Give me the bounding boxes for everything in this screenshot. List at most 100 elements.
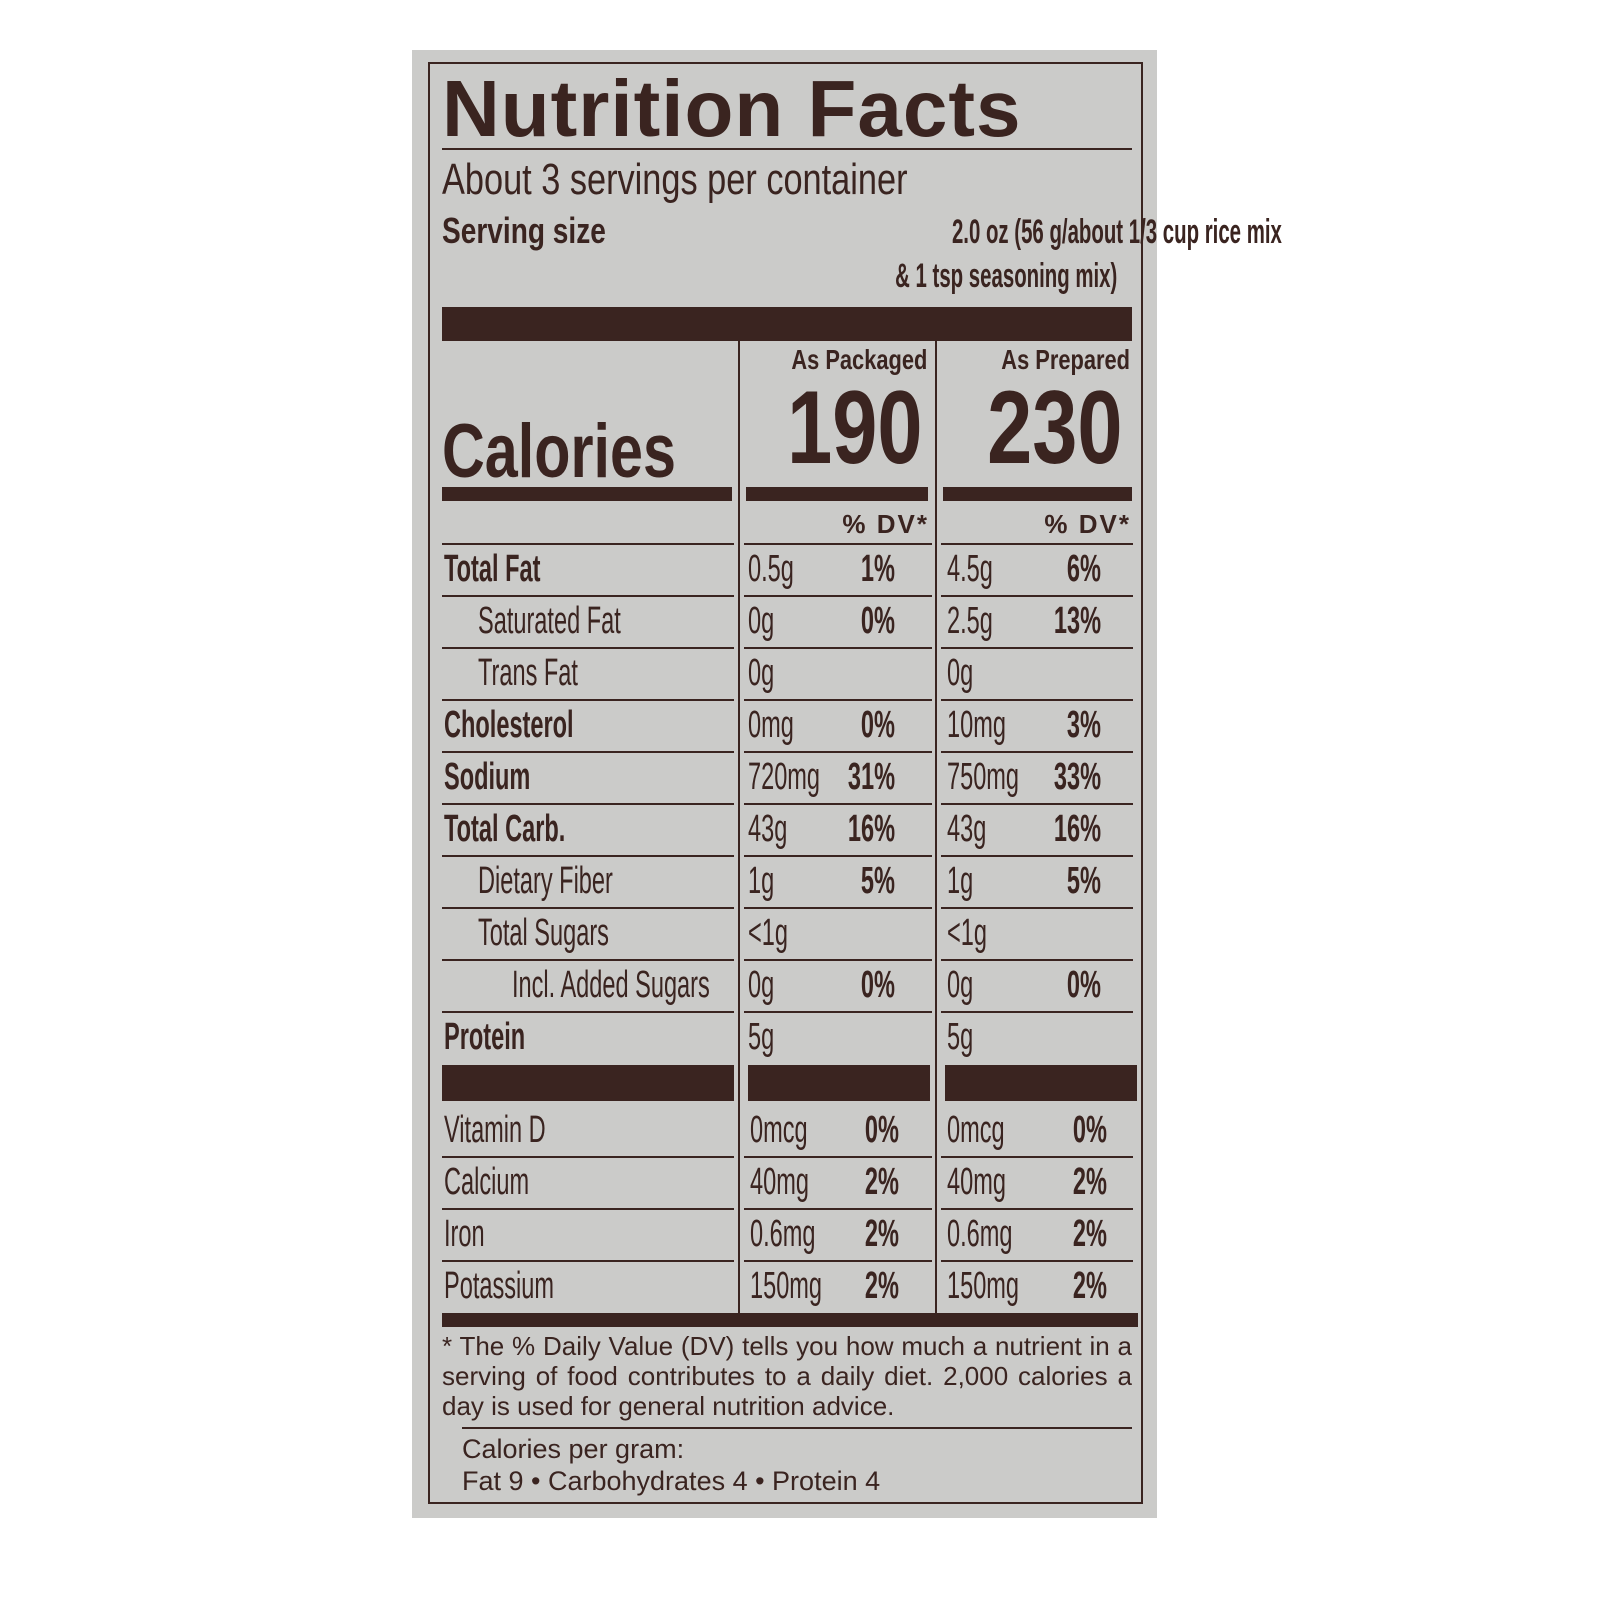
packaged-amount-text: 0mg <box>748 704 794 746</box>
prepared-dv: 6% <box>1046 549 1101 589</box>
nutrient-name: Cholesterol <box>444 705 653 745</box>
packaged-dv: 2% <box>844 1162 899 1202</box>
footnote-rule <box>462 1427 1132 1429</box>
prepared-amount-text: 10mg <box>947 704 1006 746</box>
row-rule-label <box>442 803 734 805</box>
row-rule-packaged <box>744 595 932 597</box>
prepared-amount-text: 2.5g <box>947 600 993 642</box>
nutrient-name-text: Total Fat <box>444 548 541 590</box>
row-rule-label <box>442 1208 734 1210</box>
prepared-amount: 2.5g <box>947 601 1021 641</box>
row-rule-packaged <box>744 543 932 545</box>
nutrient-row: Total Fat 0.5g 1% 4.5g 6% <box>412 543 1133 595</box>
nutrient-row: Iron 0.6mg 2% 0.6mg 2% <box>412 1208 1133 1260</box>
packaged-amount: 5g <box>748 1017 790 1057</box>
prepared-amount-text: 0.6mg <box>947 1213 1013 1255</box>
serving-size-value: 2.0 oz (56 g/about 1/3 cup rice mix & 1 … <box>732 210 1282 298</box>
nutrient-name-text: Incl. Added Sugars <box>512 964 710 1006</box>
packaged-amount-text: 1g <box>748 860 775 902</box>
prepared-amount-text: 43g <box>947 808 987 850</box>
calories-packaged-text: 190 <box>787 370 923 486</box>
nutrient-name-text: Potassium <box>444 1265 554 1307</box>
dv-header-prepared: % DV* <box>1044 509 1131 539</box>
packaged-amount: 720mg <box>748 757 864 797</box>
prepared-amount: 150mg <box>947 1266 1063 1306</box>
prepared-dv-text: 33% <box>1053 756 1101 798</box>
row-rule-prepared <box>941 907 1133 909</box>
servings-per-container: About 3 servings per container <box>442 156 1039 204</box>
row-rule-label <box>442 1260 734 1262</box>
nutrient-row: Cholesterol 0mg 0% 10mg 3% <box>412 699 1133 751</box>
packaged-amount-text: 0mcg <box>750 1109 808 1151</box>
footnote: * The % Daily Value (DV) tells you how m… <box>442 1331 1132 1421</box>
packaged-amount: <1g <box>748 913 812 953</box>
prepared-amount: 0.6mg <box>947 1214 1053 1254</box>
packaged-dv: 0% <box>840 705 895 745</box>
packaged-amount: 43g <box>748 809 811 849</box>
row-rule-prepared <box>941 1260 1133 1262</box>
prepared-dv-text: 13% <box>1053 600 1101 642</box>
prepared-amount: 4.5g <box>947 549 1021 589</box>
prepared-amount-text: 1g <box>947 860 974 902</box>
prepared-amount-text: 750mg <box>947 756 1020 798</box>
prepared-dv: 2% <box>1052 1266 1107 1306</box>
calories-label: Calories <box>442 412 742 492</box>
prepared-amount: 43g <box>947 809 1010 849</box>
row-rule-label <box>442 1156 734 1158</box>
packaged-dv: 2% <box>844 1214 899 1254</box>
prepared-amount: <1g <box>947 913 1011 953</box>
packaged-amount-text: 0g <box>748 600 775 642</box>
serving-size-line1: 2.0 oz (56 g/about 1/3 cup rice mix <box>951 213 1282 251</box>
packaged-amount-text: 5g <box>748 1016 775 1058</box>
prepared-amount: 10mg <box>947 705 1042 745</box>
prepared-amount-text: 5g <box>947 1016 974 1058</box>
thick-bar-mid-3 <box>945 1065 1137 1101</box>
packaged-dv-text: 0% <box>864 1109 899 1151</box>
title-rule <box>442 148 1132 150</box>
packaged-amount: 0mcg <box>750 1110 843 1150</box>
row-rule-packaged <box>744 959 932 961</box>
label-border <box>428 62 1143 1504</box>
calories-per-gram-values: Fat 9 • Carbohydrates 4 • Protein 4 <box>462 1466 881 1496</box>
nutrient-row: Potassium 150mg 2% 150mg 2% <box>412 1260 1133 1312</box>
serving-size-label-text: Serving size <box>442 210 606 251</box>
nutrient-row: Dietary Fiber 1g 5% 1g 5% <box>412 855 1133 907</box>
prepared-dv-text: 0% <box>1072 1109 1107 1151</box>
packaged-amount-text: 150mg <box>750 1265 823 1307</box>
prepared-dv: 2% <box>1052 1162 1107 1202</box>
prepared-amount-text: 0mcg <box>947 1109 1005 1151</box>
nutrient-name: Total Carb. <box>444 809 640 849</box>
calories-prepared: 230 <box>949 376 1123 480</box>
prepared-amount: 1g <box>947 861 989 901</box>
nutrient-name: Saturated Fat <box>478 601 708 641</box>
nutrient-name: Total Fat <box>444 549 600 589</box>
row-rule-packaged <box>744 1260 932 1262</box>
servings-text: About 3 servings per container <box>442 155 908 204</box>
packaged-amount-text: 720mg <box>748 756 821 798</box>
nutrient-name: Vitamin D <box>444 1110 608 1150</box>
prepared-dv-text: 2% <box>1072 1265 1107 1307</box>
prepared-amount: 0g <box>947 653 989 693</box>
prepared-dv: 2% <box>1052 1214 1107 1254</box>
prepared-dv-text: 6% <box>1066 548 1101 590</box>
packaged-dv: 0% <box>840 601 895 641</box>
row-rule-packaged <box>744 907 932 909</box>
row-rule-packaged <box>744 855 932 857</box>
nutrient-name: Iron <box>444 1214 509 1254</box>
packaged-dv: 16% <box>819 809 895 849</box>
nutrient-name-text: Calcium <box>444 1161 530 1203</box>
nutrient-name-text: Trans Fat <box>478 652 578 694</box>
nutrient-row: Calcium 40mg 2% 40mg 2% <box>412 1156 1133 1208</box>
packaged-dv: 1% <box>840 549 895 589</box>
nutrient-row: Total Sugars <1g <1g <box>412 907 1133 959</box>
packaged-dv: 31% <box>819 757 895 797</box>
label-title: Nutrition Facts <box>442 64 1022 153</box>
nutrient-row: Saturated Fat 0g 0% 2.5g 13% <box>412 595 1133 647</box>
nutrient-name-text: Vitamin D <box>444 1109 546 1151</box>
packaged-dv: 0% <box>840 965 895 1005</box>
packaged-amount: 0.5g <box>748 549 822 589</box>
row-rule-packaged <box>744 751 932 753</box>
row-rule-prepared <box>941 595 1133 597</box>
packaged-dv-text: 0% <box>860 964 895 1006</box>
calories-packaged: 190 <box>749 370 923 486</box>
